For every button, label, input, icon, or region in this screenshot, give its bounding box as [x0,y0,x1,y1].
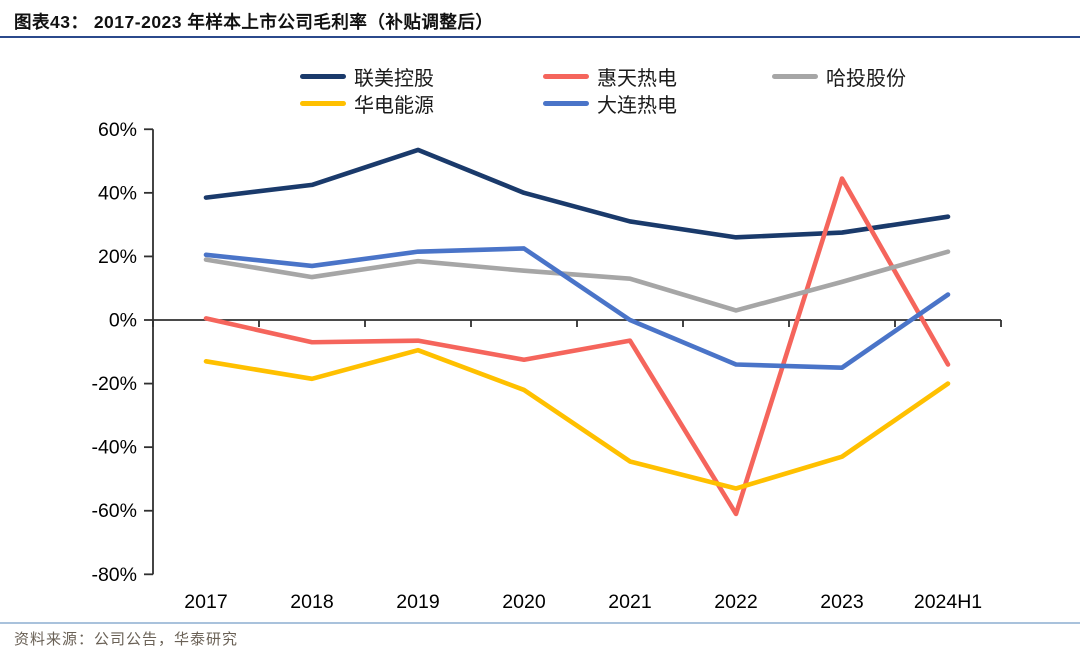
chart-figure-title: 图表43： 2017-2023 年样本上市公司毛利率（补贴调整后） [14,12,494,32]
y-tick-label: -60% [91,500,137,522]
series-line-3 [203,347,951,491]
x-tick-label: 2019 [396,591,439,613]
legend-swatch-icon [300,73,346,79]
series-line-1 [203,176,951,517]
legend-swatch-icon [772,73,818,79]
y-tick-label: -40% [91,437,137,459]
legend-row-2: 华电能源 大连热电 [0,90,1080,117]
title-divider [0,36,1080,38]
legend-label: 哈投股份 [826,67,906,90]
source-note: 资料来源：公司公告，华泰研究 [14,632,239,648]
y-tick-label: -20% [91,373,137,395]
x-tick-label: 2023 [820,591,863,613]
y-tick-label: 40% [98,182,137,204]
x-tick-label: 2021 [608,591,651,613]
y-tick-label: 20% [98,246,137,268]
x-tick-label: 2024H1 [914,591,982,613]
legend-swatch-icon [300,100,346,106]
legend-item: 大连热电 [543,90,677,117]
legend-item: 华电能源 [300,90,434,117]
legend-label: 联美控股 [354,67,434,90]
legend-swatch-icon [543,73,589,79]
x-tick-label: 2020 [502,591,546,613]
x-tick-label: 2022 [714,591,757,613]
source-divider [0,622,1080,624]
series-line-4 [203,246,951,370]
legend-label: 惠天热电 [597,67,677,90]
legend-item: 惠天热电 [543,63,677,90]
y-tick-label: 60% [98,119,137,141]
legend-label: 大连热电 [597,94,677,117]
legend-swatch-icon [543,100,589,106]
legend-label: 华电能源 [354,94,434,117]
x-tick-label: 2017 [184,591,227,613]
y-tick-label: -80% [91,564,137,586]
legend-item: 哈投股份 [772,63,906,90]
series-line-2 [203,249,951,313]
legend-item: 联美控股 [300,63,434,90]
y-tick-label: 0% [109,310,137,332]
x-tick-label: 2018 [290,591,333,613]
legend-row-1: 联美控股 惠天热电 哈投股份 [0,63,1080,90]
